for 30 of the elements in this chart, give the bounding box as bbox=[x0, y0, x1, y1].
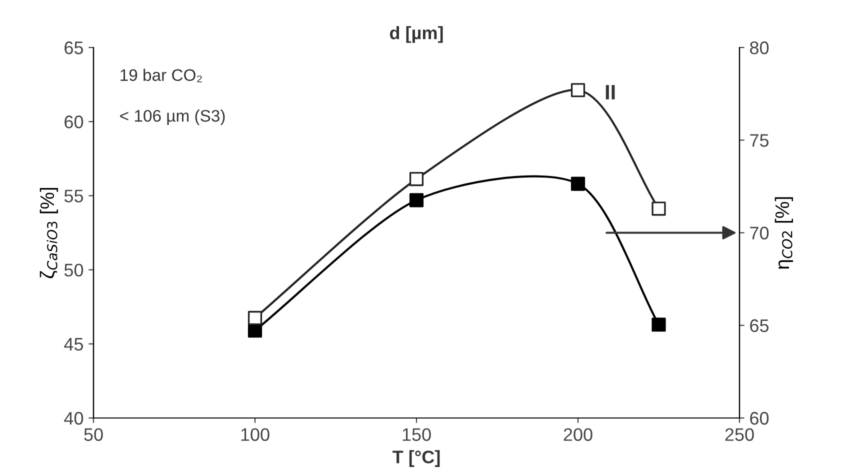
y2-tick-label: 80 bbox=[750, 41, 769, 54]
y2-tick-label: 60 bbox=[750, 412, 769, 425]
x-tick-label: 200 bbox=[564, 428, 592, 441]
y-tick-label: 65 bbox=[64, 41, 84, 54]
y-tick-label: 40 bbox=[64, 412, 84, 425]
x-tick-label: 250 bbox=[725, 428, 754, 441]
x-tick-label: 50 bbox=[84, 428, 103, 441]
y2-tick-label: 70 bbox=[750, 226, 769, 240]
y-tick-label: 50 bbox=[64, 264, 84, 277]
annotation: < 106 µm (S3) bbox=[120, 110, 225, 126]
point bbox=[652, 202, 666, 216]
chart-title: d [µm] bbox=[390, 26, 443, 43]
y2-axis-title: η$_{CO2}$ [%] bbox=[774, 197, 793, 269]
y-tick-label: 45 bbox=[64, 338, 84, 351]
y2-tick-label: 65 bbox=[750, 319, 769, 332]
y2-tick-label: 75 bbox=[750, 134, 769, 147]
y-tick-label: 55 bbox=[64, 190, 84, 202]
annotation: II bbox=[606, 85, 615, 100]
y-tick-label: 60 bbox=[64, 116, 84, 128]
point bbox=[409, 193, 424, 208]
point bbox=[570, 83, 586, 98]
point bbox=[248, 310, 262, 326]
x-tick-label: 100 bbox=[241, 428, 270, 441]
x-tick-label: 150 bbox=[402, 428, 431, 441]
point bbox=[652, 318, 666, 332]
y-axis-title: ζ$_{CaSiO3}$ [%] bbox=[40, 188, 58, 278]
point bbox=[409, 172, 424, 186]
x-axis-title: T [°C] bbox=[392, 450, 440, 467]
annotation: 19 bar CO₂ bbox=[120, 68, 202, 82]
point bbox=[570, 176, 586, 191]
